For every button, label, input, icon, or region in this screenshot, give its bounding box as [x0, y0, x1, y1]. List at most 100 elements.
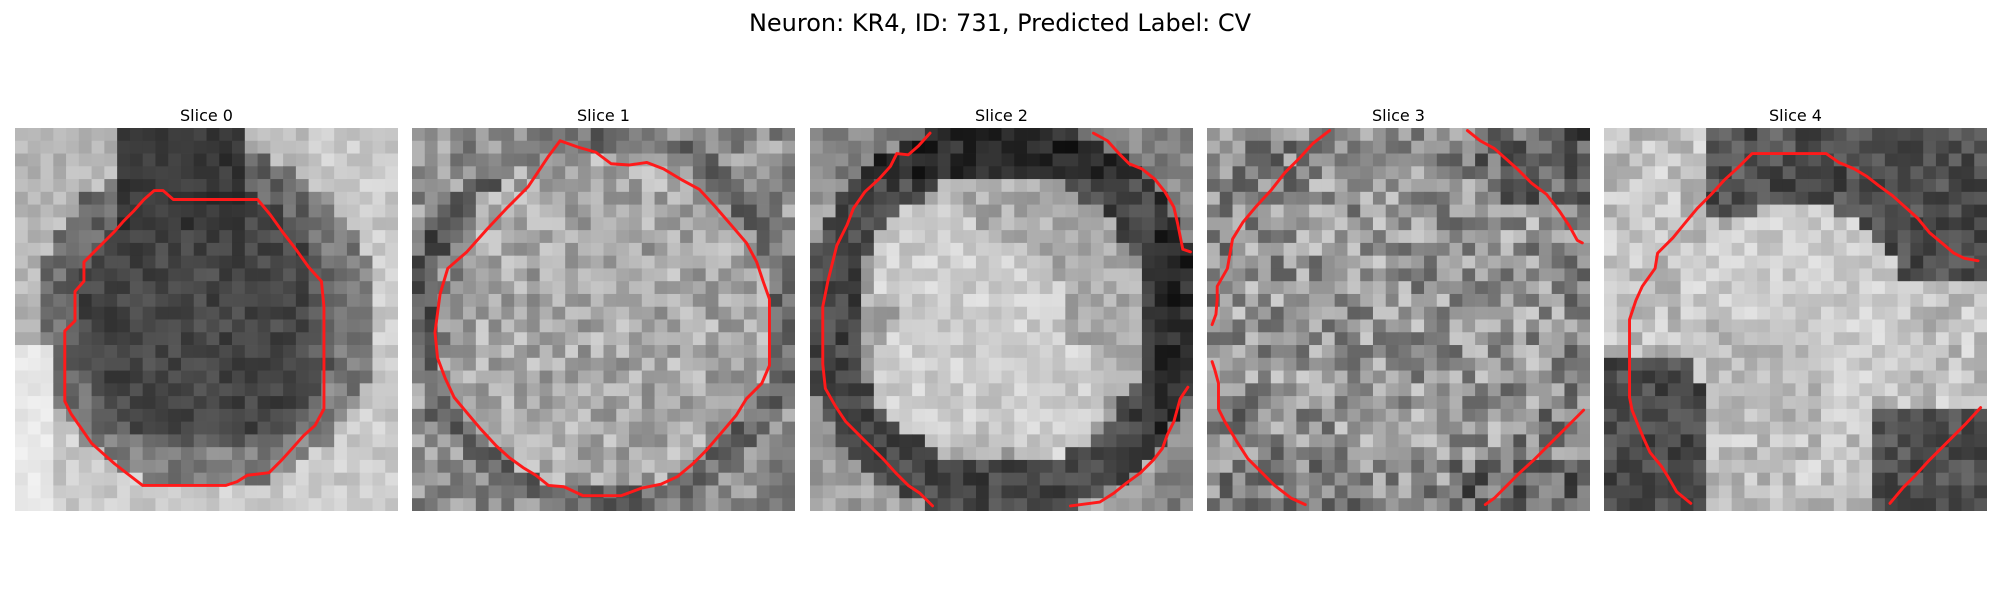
image-pixel: [552, 179, 566, 193]
image-pixel: [193, 421, 207, 435]
image-pixel: [1207, 396, 1221, 410]
image-pixel: [590, 498, 604, 511]
image-pixel: [463, 255, 477, 269]
image-pixel: [1270, 191, 1284, 205]
image-pixel: [1769, 166, 1784, 180]
image-pixel: [514, 306, 528, 320]
image-pixel: [1642, 383, 1656, 397]
image-pixel: [1948, 319, 1962, 333]
image-pixel: [680, 293, 694, 308]
image-pixel: [1846, 447, 1860, 461]
image-pixel: [283, 408, 297, 423]
image-pixel: [475, 485, 489, 499]
image-pixel: [769, 408, 783, 423]
image-pixel: [142, 306, 156, 320]
image-pixel: [155, 319, 169, 333]
image-pixel: [899, 179, 913, 193]
image-pixel: [1846, 370, 1860, 384]
image-pixel: [756, 472, 770, 486]
image-pixel: [117, 140, 131, 154]
image-pixel: [257, 166, 271, 180]
image-pixel: [950, 421, 964, 435]
image-pixel: [142, 242, 156, 257]
image-pixel: [1655, 357, 1669, 371]
image-pixel: [924, 472, 939, 486]
image-pixel: [66, 293, 80, 308]
image-pixel: [437, 217, 451, 231]
image-pixel: [769, 255, 783, 269]
image-pixel: [1360, 357, 1374, 371]
image-pixel: [848, 230, 862, 244]
image-pixel: [912, 230, 926, 244]
image-pixel: [1782, 230, 1796, 244]
image-pixel: [1258, 268, 1272, 282]
image-pixel: [1360, 498, 1374, 511]
image-pixel: [616, 128, 630, 142]
image-pixel: [219, 255, 233, 269]
image-pixel: [1526, 498, 1540, 511]
image-pixel: [873, 128, 887, 142]
image-pixel: [40, 255, 54, 269]
image-pixel: [219, 306, 233, 320]
image-pixel: [1884, 153, 1899, 167]
image-pixel: [861, 472, 875, 486]
image-pixel: [1207, 332, 1221, 346]
image-pixel: [1526, 191, 1540, 205]
image-pixel: [501, 153, 515, 167]
image-pixel: [1385, 434, 1399, 448]
image-pixel: [463, 191, 477, 205]
image-pixel: [975, 153, 990, 167]
image-pixel: [1642, 396, 1656, 410]
image-pixel: [501, 230, 515, 244]
image-pixel: [385, 357, 398, 371]
image-pixel: [475, 166, 489, 180]
image-pixel: [539, 357, 553, 371]
image-pixel: [1948, 140, 1962, 154]
image-pixel: [1718, 281, 1733, 295]
image-pixel: [1577, 485, 1590, 499]
image-pixel: [385, 293, 398, 308]
image-pixel: [1001, 306, 1015, 320]
image-pixel: [463, 332, 477, 346]
image-pixel: [168, 281, 182, 295]
image-pixel: [1424, 140, 1438, 154]
image-pixel: [180, 242, 195, 257]
image-pixel: [692, 396, 707, 410]
image-pixel: [988, 217, 1002, 231]
image-pixel: [372, 230, 386, 244]
image-pixel: [1347, 319, 1361, 333]
image-pixel: [372, 498, 386, 511]
image-pixel: [577, 408, 592, 423]
image-pixel: [168, 179, 182, 193]
image-pixel: [1833, 281, 1847, 295]
image-pixel: [835, 306, 849, 320]
image-pixel: [1398, 179, 1412, 193]
image-pixel: [1219, 370, 1233, 384]
image-pixel: [1693, 332, 1707, 346]
image-pixel: [15, 383, 29, 397]
image-pixel: [1821, 472, 1835, 486]
image-pixel: [1027, 357, 1041, 371]
image-pixel: [1283, 140, 1297, 154]
image-pixel: [66, 383, 80, 397]
image-pixel: [769, 204, 783, 218]
image-pixel: [1245, 217, 1259, 231]
image-pixel: [1424, 447, 1438, 461]
image-pixel: [950, 408, 964, 423]
image-pixel: [1680, 319, 1694, 333]
image-pixel: [1052, 217, 1066, 231]
image-pixel: [450, 472, 464, 486]
image-pixel: [1923, 472, 1937, 486]
image-pixel: [1604, 191, 1618, 205]
image-pixel: [552, 383, 566, 397]
image-pixel: [1487, 408, 1502, 423]
image-pixel: [1014, 204, 1028, 218]
image-pixel: [577, 383, 592, 397]
image-pixel: [1808, 447, 1822, 461]
image-pixel: [1245, 128, 1259, 142]
image-pixel: [1449, 459, 1463, 474]
image-pixel: [1706, 370, 1720, 384]
slice-panel-1: Slice 1: [412, 104, 795, 511]
image-pixel: [1718, 447, 1733, 461]
image-pixel: [1935, 179, 1950, 193]
